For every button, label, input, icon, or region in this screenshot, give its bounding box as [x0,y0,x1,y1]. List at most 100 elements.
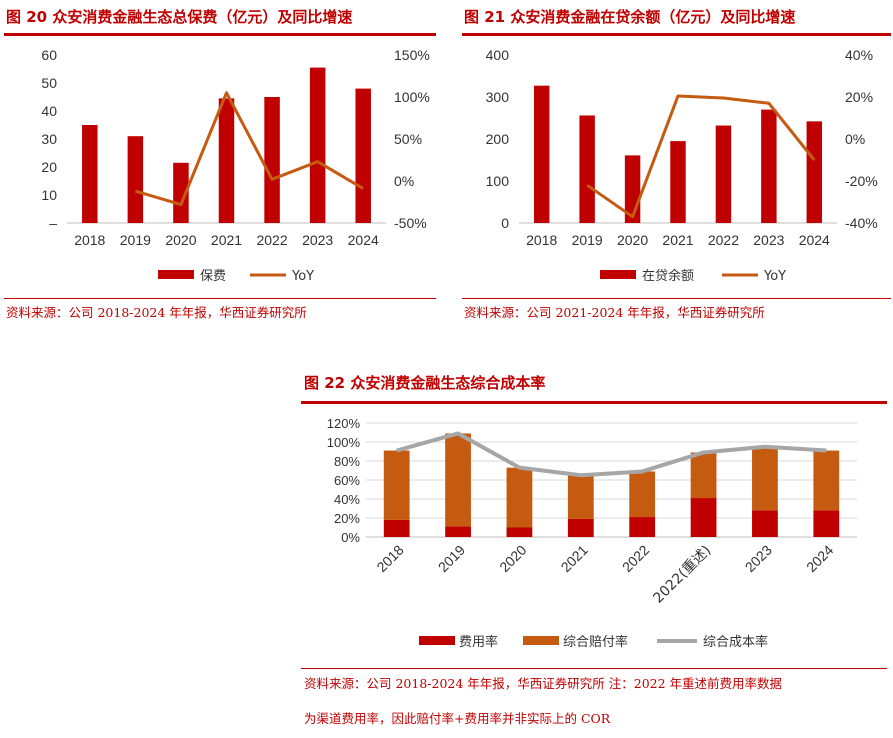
y-tick-label: 80% [334,454,360,469]
bar [533,85,550,223]
bar-expense-ratio [629,517,656,537]
fig22-title: 图 22 众安消费金融生态综合成本率 [304,374,546,392]
cor-line [396,431,827,478]
y-right-tick-label: -50% [394,215,427,231]
y-tick-label: 120% [327,416,361,431]
x-tick-label: 2019 [435,542,468,575]
yoy-line [586,94,816,219]
bar-expense-ratio [567,518,594,537]
bar [355,88,371,223]
bar-loss-ratio [445,433,471,527]
fig22-chart: 0% 20% 40% 60% 80% 100% 120% 2018 2019 2020 2021 20… [327,416,857,650]
x-tick-label: 2019 [120,232,151,248]
fig21-source: 资料来源：公司 2021-2024 年年报，华西证券研究所 [464,305,765,320]
legend-swatch-bar [158,270,194,279]
y-tick-label: 100% [327,435,361,450]
legend-swatch-expense [419,636,455,645]
y-tick-label: 20% [334,511,360,526]
fig20-source: 资料来源：公司 2018-2024 年年报，华西证券研究所 [6,305,307,320]
x-tick-label: 2022 [256,232,287,248]
y-tick-label: 0% [341,530,360,545]
x-tick-label: 2018 [526,232,557,248]
y-right-tick-label: -20% [845,173,878,189]
x-tick-label: 2022(重述) [650,543,714,607]
x-tick-label: 2024 [803,542,836,575]
bar-loss-ratio [813,450,840,511]
bar [579,115,595,223]
bar-expense-ratio [445,526,471,537]
x-tick-label: 2020 [165,232,196,248]
x-tick-label: 2022 [619,542,652,575]
x-tick-label: 2024 [799,232,830,248]
bar-loss-ratio [690,452,717,499]
y-right-tick-label: 20% [845,89,873,105]
y-left-tick-label: 10 [41,187,57,203]
bar [806,121,823,223]
x-tick-label: 2023 [742,542,775,575]
y-right-tick-label: 40% [845,47,873,63]
bar-loss-ratio [383,450,410,520]
legend-label-expense: 费用率 [459,634,498,650]
legend-label-line: YoY [763,269,786,284]
bar [715,125,732,223]
fig21-source-rule [462,298,891,299]
y-tick-label: 40% [334,492,360,507]
yoy-line [134,91,364,207]
fig22-source-rule [301,668,887,669]
bar [309,67,326,223]
y-left-tick-label: 50 [41,75,57,91]
y-left-tick-label: 60 [41,47,57,63]
x-tick-label: 2020 [617,232,648,248]
y-left-tick-label: 30 [41,131,57,147]
fig22-title-rule [301,401,887,404]
bar [264,97,280,223]
y-right-tick-label: 150% [394,47,430,63]
bar [127,136,144,223]
bar-expense-ratio [383,519,410,537]
x-tick-label: 2019 [572,232,603,248]
y-left-tick-label: 400 [486,47,510,63]
legend-label-bar: 保费 [200,269,226,284]
y-left-tick-label: 200 [486,131,510,147]
x-tick-label: 2021 [558,542,591,575]
fig20-source-rule [4,298,436,299]
legend-swatch-loss [523,636,559,645]
y-tick-label: 60% [334,473,360,488]
y-left-tick-label: 300 [486,89,510,105]
legend-label-cor: 综合成本率 [703,634,768,650]
x-tick-label: 2018 [74,232,105,248]
x-tick-label: 2021 [211,232,242,248]
fig21-chart: 0 100 200 300 400 -40% -20% 0% 20% 40% 2018 2019 202… [486,47,878,284]
bar-expense-ratio [813,510,840,537]
fig20-title: 图 20 众安消费金融生态总保费（亿元）及同比增速 [6,8,353,26]
bar [670,141,686,223]
bar [82,125,98,223]
y-left-tick-label: – [49,215,57,231]
bar [173,162,189,223]
bar-loss-ratio [506,467,533,528]
bar-expense-ratio [506,527,533,537]
x-tick-label: 2023 [302,232,333,248]
legend-label-loss: 综合赔付率 [563,634,628,650]
y-right-tick-label: 0% [394,173,414,189]
fig20-title-rule [4,33,436,36]
x-tick-label: 2023 [753,232,784,248]
fig21-title: 图 21 众安消费金融在贷余额（亿元）及同比增速 [464,8,796,26]
fig22-source-line2: 为渠道费用率，因此赔付率+费用率并非实际上的 COR [304,711,611,726]
x-tick-label: 2021 [662,232,693,248]
bar [218,98,235,223]
bar-expense-ratio [752,510,778,537]
y-right-tick-label: 0% [845,131,865,147]
y-left-tick-label: 40 [41,103,57,119]
y-left-tick-label: 100 [486,173,510,189]
bar-loss-ratio [629,471,656,518]
legend-label-line: YoY [291,269,314,284]
bar-expense-ratio [690,498,717,537]
fig21-title-rule [462,33,891,36]
y-left-tick-label: 0 [501,215,509,231]
bar-loss-ratio [752,446,778,511]
y-right-tick-label: 50% [394,131,422,147]
legend-label-bar: 在贷余额 [642,268,694,284]
y-right-tick-label: -40% [845,215,878,231]
y-left-tick-label: 20 [41,159,57,175]
